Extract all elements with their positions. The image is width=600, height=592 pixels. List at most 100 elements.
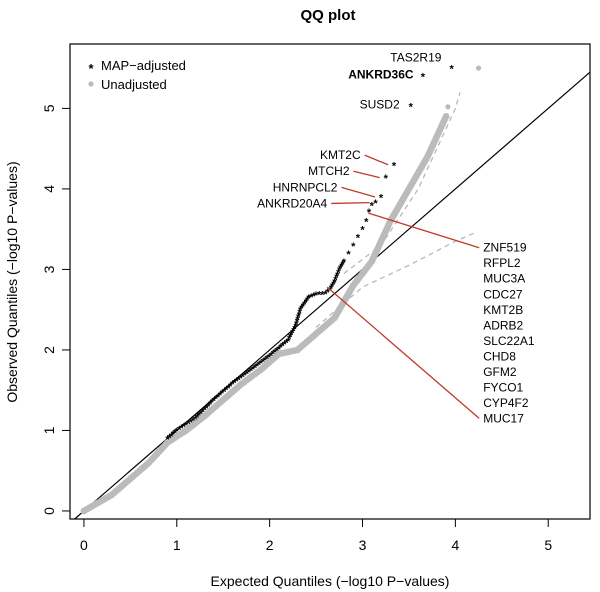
map-adjusted-point: *	[279, 342, 284, 354]
y-axis-label: Observed Quantiles (−log10 P−values)	[4, 161, 20, 402]
map-adjusted-point: *	[224, 385, 229, 397]
map-adjusted-point: *	[267, 352, 272, 364]
map-adjusted-point: *	[245, 369, 250, 381]
map-adjusted-point: *	[333, 275, 338, 287]
map-adjusted-point: *	[179, 423, 184, 435]
gene-list-item: ZNF519	[483, 241, 527, 255]
map-adjusted-point: *	[273, 347, 278, 359]
y-axis-ticks: 0 1 2 3 4 5	[41, 104, 70, 515]
gene-list-connector-top	[368, 212, 480, 249]
y-tick-label: 0	[41, 507, 57, 515]
map-adjusted-point: *	[304, 297, 309, 309]
map-adjusted-point: *	[294, 319, 299, 331]
map-adjusted-point: *	[169, 431, 174, 443]
map-adjusted-point: *	[253, 363, 258, 375]
map-adjusted-point: *	[351, 241, 356, 253]
map-adjusted-point: *	[226, 383, 231, 395]
map-adjusted-point: *	[237, 375, 242, 387]
map-adjusted-point: *	[295, 314, 300, 326]
map-adjusted-point: *	[373, 198, 378, 210]
map-adjusted-point: *	[309, 292, 314, 304]
map-adjusted-point: *	[334, 272, 339, 284]
map-adjusted-point: *	[218, 390, 223, 402]
map-adjusted-point: *	[338, 263, 343, 275]
map-adjusted-point: *	[249, 366, 254, 378]
map-adjusted-point: *	[296, 312, 301, 324]
map-adjusted-point: *	[222, 386, 227, 398]
map-adjusted-point: *	[171, 429, 176, 441]
legend-label-map-adjusted: MAP−adjusted	[101, 58, 186, 73]
map-adjusted-point: *	[300, 303, 305, 315]
map-adjusted-point: *	[370, 201, 375, 213]
unadjusted-point	[445, 104, 451, 110]
map-adjusted-point: *	[421, 72, 426, 84]
gene-list-item: MUC3A	[483, 272, 525, 286]
gene-list-item: RFPL2	[483, 256, 521, 270]
map-adjusted-point: *	[323, 289, 328, 301]
y-tick-label: 3	[41, 265, 57, 273]
map-adjusted-point: *	[360, 225, 365, 237]
map-adjusted-point: *	[326, 287, 331, 299]
map-adjusted-point: *	[329, 283, 334, 295]
map-adjusted-point: *	[341, 259, 346, 271]
map-adjusted-point: *	[255, 361, 260, 373]
map-adjusted-point: *	[239, 373, 244, 385]
gene-label: HNRNPCL2	[273, 180, 338, 194]
map-adjusted-point: *	[297, 307, 302, 319]
map-adjusted-point: *	[277, 344, 282, 356]
map-adjusted-point: *	[271, 349, 276, 361]
gene-label: ANKRD20A4	[257, 196, 327, 210]
map-adjusted-point: *	[287, 334, 292, 346]
map-adjusted-point: *	[409, 101, 414, 113]
map-adjusted-point: *	[232, 378, 237, 390]
map-adjusted-point: *	[336, 267, 341, 279]
map-adjusted-point: *	[199, 408, 204, 420]
map-adjusted-point: *	[281, 341, 286, 353]
gene-list-item: KMT2B	[483, 303, 523, 317]
map-adjusted-point: *	[450, 64, 455, 76]
gene-list-item: CYP4F2	[483, 396, 529, 410]
map-adjusted-point: *	[230, 379, 235, 391]
map-adjusted-point: *	[311, 291, 316, 303]
map-adjusted-point: *	[282, 339, 287, 351]
map-adjusted-point: *	[203, 405, 208, 417]
map-adjusted-point: *	[356, 233, 361, 245]
gene-list-item: MUC17	[483, 411, 524, 425]
x-tick-label: 2	[266, 537, 274, 553]
map-adjusted-point: *	[284, 337, 289, 349]
map-adjusted-point: *	[295, 317, 300, 329]
map-adjusted-point: *	[379, 192, 384, 204]
legend-label-unadjusted: Unadjusted	[101, 77, 167, 92]
map-adjusted-point: *	[177, 424, 182, 436]
y-tick-label: 1	[41, 426, 57, 434]
map-adjusted-point: *	[201, 406, 206, 418]
map-adjusted-point: *	[330, 281, 335, 293]
annotation-leader	[331, 201, 370, 205]
map-adjusted-point: *	[314, 290, 319, 302]
map-adjusted-point: *	[384, 173, 389, 185]
map-adjusted-point: *	[257, 360, 262, 372]
map-adjusted-point: *	[263, 355, 268, 367]
map-adjusted-point: *	[335, 270, 340, 282]
map-adjusted-point: *	[364, 217, 369, 229]
map-adjusted-point: *	[216, 392, 221, 404]
annotation-leader	[364, 154, 389, 166]
gene-list-item: GFM2	[483, 365, 517, 379]
gene-list-item: SLC22A1	[483, 334, 535, 348]
y-tick-label: 4	[41, 185, 57, 193]
map-adjusted-point: *	[320, 289, 325, 301]
unadjusted-point	[475, 65, 482, 71]
map-adjusted-point: *	[208, 399, 213, 411]
map-adjusted-point: *	[167, 432, 172, 444]
map-adjusted-point: *	[210, 397, 215, 409]
y-tick-label: 5	[41, 104, 57, 112]
map-adjusted-point: *	[197, 410, 202, 422]
map-adjusted-point: *	[184, 420, 189, 432]
map-adjusted-point: *	[392, 160, 397, 172]
map-adjusted-point: *	[333, 277, 338, 289]
map-adjusted-point: *	[206, 401, 211, 413]
map-adjusted-point: *	[204, 403, 209, 415]
map-adjusted-point: *	[301, 301, 306, 313]
map-adjusted-point: *	[234, 376, 239, 388]
